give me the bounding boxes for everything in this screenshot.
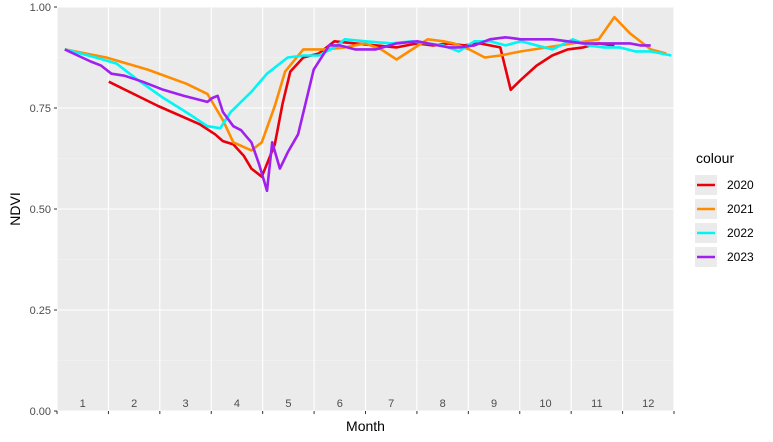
series-line-2020 — [108, 39, 615, 178]
y-tick-label: 0.50 — [30, 204, 51, 216]
legend-label-2020: 2020 — [727, 178, 754, 192]
y-tick-label: 0.25 — [30, 305, 51, 317]
y-tick-label: 0.75 — [30, 103, 51, 115]
month-label: 2 — [131, 398, 137, 410]
legend: colour 2020 2021 2022 2023 — [695, 150, 754, 267]
y-tick-label: 0.00 — [30, 406, 51, 418]
x-axis — [56, 411, 675, 414]
series-line-2022 — [64, 37, 672, 130]
y-axis: 0.00 0.25 0.50 0.75 1.00 — [30, 2, 57, 418]
y-tick-label: 1.00 — [30, 2, 51, 14]
series-lines — [64, 15, 672, 193]
month-label: 12 — [642, 398, 654, 410]
legend-label-2022: 2022 — [727, 226, 754, 240]
x-axis-title: Month — [346, 418, 385, 434]
month-label: 6 — [337, 398, 343, 410]
legend-label-2023: 2023 — [727, 250, 754, 264]
month-label: 5 — [285, 398, 291, 410]
y-axis-title: NDVI — [7, 192, 23, 225]
month-label: 8 — [440, 398, 446, 410]
month-label: 10 — [539, 398, 551, 410]
month-label: 3 — [182, 398, 188, 410]
series-line-2023 — [64, 35, 651, 193]
month-label: 11 — [591, 398, 602, 410]
legend-title: colour — [696, 150, 734, 166]
month-label: 7 — [388, 398, 394, 410]
month-label: 9 — [491, 398, 497, 410]
legend-label-2021: 2021 — [727, 202, 754, 216]
month-labels: 1 2 3 4 5 6 7 8 9 10 11 12 — [80, 398, 655, 410]
month-label: 1 — [80, 398, 86, 410]
month-label: 4 — [234, 398, 240, 410]
